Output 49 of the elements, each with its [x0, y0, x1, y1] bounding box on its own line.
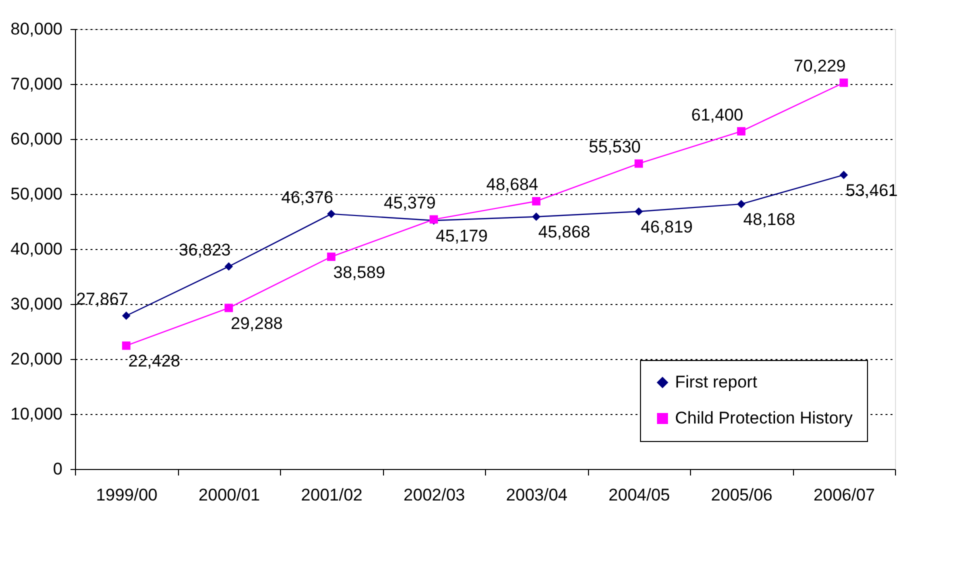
x-tick-label: 2002/03	[404, 486, 465, 504]
point	[327, 210, 336, 218]
y-tick-label: 60,000	[10, 130, 62, 148]
x-tick-label: 1999/00	[96, 486, 158, 504]
y-tick-label: 30,000	[10, 294, 62, 314]
legend-label: Child Protection History	[675, 408, 854, 428]
point	[327, 252, 336, 261]
point	[122, 312, 130, 320]
y-tick-label: 40,000	[10, 240, 62, 258]
data-label: 46,819	[640, 217, 693, 236]
x-tick-label: 2003/04	[506, 486, 568, 504]
data-label: 70,229	[794, 56, 846, 76]
data-label: 53,461	[846, 180, 898, 200]
data-label: 45,179	[436, 226, 488, 246]
point	[737, 127, 746, 136]
x-tick-label: 2000/01	[198, 486, 260, 504]
point	[224, 304, 233, 312]
x-tick-label: 2001/02	[301, 486, 362, 504]
data-label: 61,400	[691, 105, 744, 124]
data-label: 46,376	[281, 188, 334, 207]
point	[224, 262, 233, 271]
y-tick-label: 0	[53, 460, 62, 478]
legend-label: First report	[675, 372, 758, 392]
point	[840, 78, 848, 87]
data-label: 48,168	[743, 210, 796, 230]
point	[634, 207, 643, 216]
data-label: 27,867	[76, 290, 128, 309]
y-tick-label: 70,000	[10, 74, 62, 94]
data-label: 48,684	[486, 175, 538, 194]
point	[634, 159, 643, 168]
point	[737, 200, 746, 208]
y-tick-label: 80,000	[10, 20, 62, 38]
point	[532, 212, 540, 221]
data-label: 38,589	[333, 262, 386, 282]
data-label: 22,428	[128, 352, 180, 371]
x-tick-label: 2004/05	[608, 486, 670, 504]
data-label: 36,823	[178, 240, 231, 260]
data-label: 55,530	[588, 138, 641, 157]
data-label: 29,288	[230, 314, 283, 333]
point	[840, 170, 848, 180]
data-label: 45,868	[538, 222, 590, 242]
x-tick-label: 2005/06	[711, 486, 772, 504]
x-tick-label: 2006/07	[814, 486, 875, 504]
y-tick-label: 20,000	[10, 350, 62, 368]
point	[122, 341, 130, 350]
point	[532, 197, 540, 206]
y-tick-label: 50,000	[10, 184, 62, 204]
data-label: 45,379	[384, 193, 436, 212]
y-tick-label: 10,000	[10, 404, 62, 424]
